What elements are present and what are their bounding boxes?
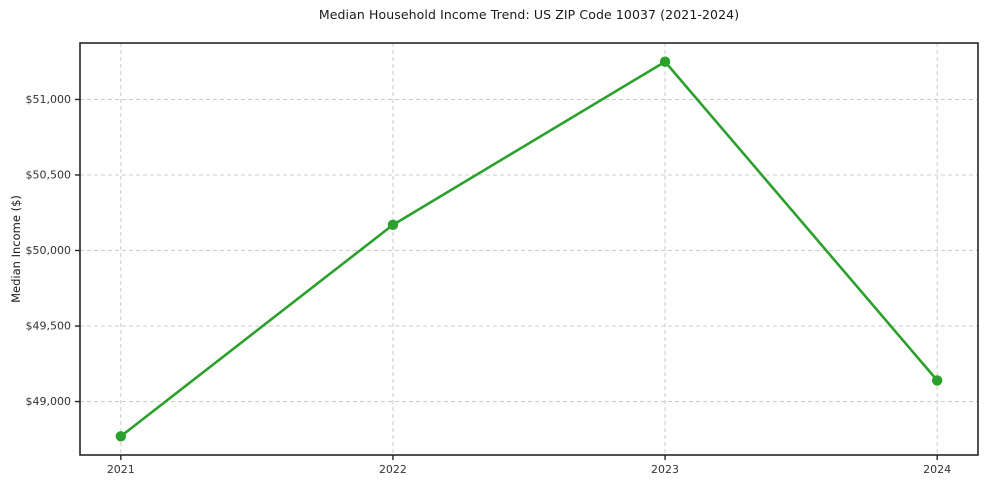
y-tick-label: $49,000 bbox=[26, 395, 72, 408]
chart-title: Median Household Income Trend: US ZIP Co… bbox=[318, 7, 740, 22]
y-tick-label: $50,000 bbox=[26, 244, 72, 257]
x-tick-label: 2021 bbox=[107, 463, 135, 476]
data-point bbox=[931, 375, 943, 386]
x-tick-label: 2022 bbox=[379, 463, 407, 476]
x-tick-label: 2023 bbox=[651, 463, 679, 476]
x-tick-label: 2024 bbox=[923, 463, 951, 476]
data-point bbox=[659, 56, 671, 67]
y-tick-label: $50,500 bbox=[26, 168, 72, 181]
data-point bbox=[115, 431, 127, 442]
y-tick-label: $49,500 bbox=[26, 320, 72, 333]
y-axis-label: Median Income ($) bbox=[9, 195, 23, 303]
trend-line bbox=[119, 60, 939, 438]
plot-border bbox=[79, 42, 979, 456]
data-point bbox=[387, 219, 399, 231]
y-tick-label: $51,000 bbox=[26, 93, 72, 106]
